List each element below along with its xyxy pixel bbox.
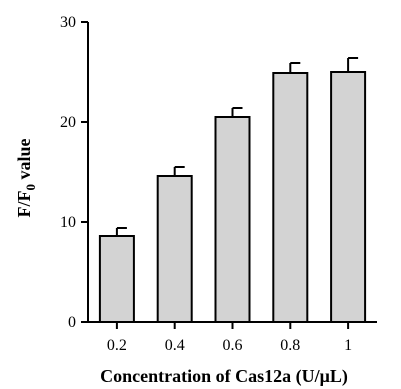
bar: [330, 71, 367, 323]
x-ticks-group: 0.2 0.4 0.6 0.8 1: [107, 322, 352, 354]
y-tick-label: 0: [68, 314, 76, 331]
x-tick-label: 0.2: [107, 337, 127, 354]
y-axis-title-main: F/F: [14, 191, 34, 218]
x-axis-title: Concentration of Cas12a (U/μL): [100, 366, 348, 387]
x-tick-label: 0.6: [223, 337, 243, 354]
y-ticks-group: 0 10 20 30: [60, 14, 88, 331]
x-tick-label: 0.4: [165, 337, 185, 354]
bar: [98, 235, 135, 323]
bar: [156, 175, 193, 323]
y-axis-title-tail: value: [14, 138, 34, 184]
bar: [214, 116, 251, 323]
x-tick-label: 1: [344, 337, 352, 354]
y-tick-label: 30: [60, 14, 76, 31]
x-tick-label: 0.8: [280, 337, 300, 354]
error-bars-group: [115, 57, 359, 236]
y-axis-title: F/F0 value: [14, 138, 38, 217]
y-axis-title-subscript: 0: [23, 184, 38, 191]
bar: [272, 72, 309, 323]
y-tick-label: 10: [60, 214, 76, 231]
y-tick-label: 20: [60, 114, 76, 131]
